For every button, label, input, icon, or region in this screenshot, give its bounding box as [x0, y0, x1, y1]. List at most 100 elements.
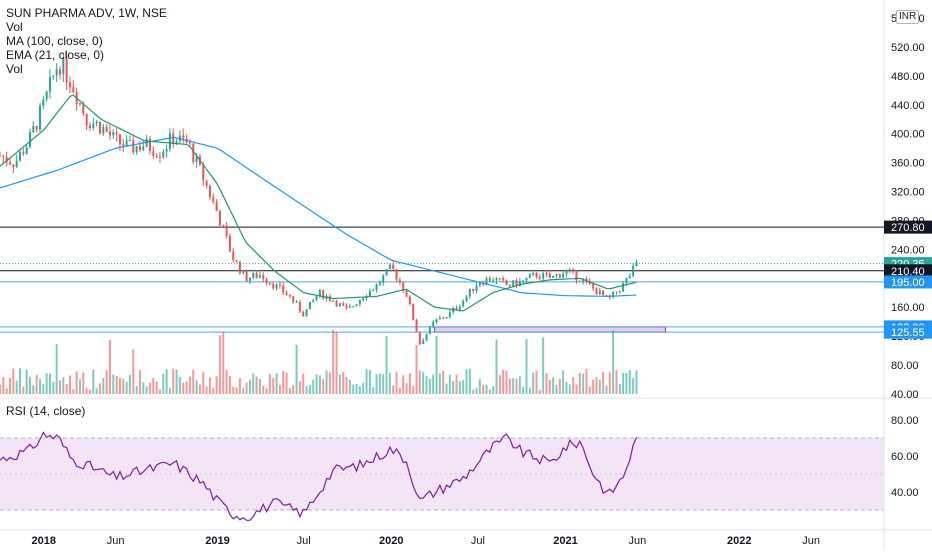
candle-body — [398, 279, 401, 283]
volume-bar — [88, 389, 91, 394]
volume-bar — [412, 386, 415, 394]
candle-body — [418, 332, 421, 345]
volume-bar — [165, 369, 168, 394]
volume-bar — [595, 377, 598, 394]
symbol-title[interactable]: SUN PHARMA ADV, 1W, NSE — [6, 6, 167, 20]
volume-bar — [32, 385, 35, 394]
candle-body — [435, 319, 438, 322]
volume-bar — [202, 372, 205, 394]
volume-bar — [55, 344, 58, 394]
volume-bar — [628, 370, 631, 394]
candle-body — [338, 303, 341, 307]
price-label-text: 125.55 — [891, 327, 925, 339]
time-tick-label: 2021 — [553, 535, 577, 547]
volume-bar — [138, 370, 141, 394]
candle-body — [205, 180, 208, 186]
candle-body — [358, 299, 361, 305]
candle-body — [375, 284, 378, 291]
volume-bar — [495, 339, 498, 394]
volume-bar — [52, 382, 55, 394]
candle-body — [122, 144, 125, 147]
volume-bar — [168, 388, 171, 394]
candle-body — [335, 300, 338, 307]
volume-bar — [228, 376, 231, 394]
volume-bar — [478, 379, 481, 394]
volume-bar — [185, 381, 188, 394]
volume-bar — [272, 377, 275, 394]
candle-body — [132, 140, 135, 153]
volume-bar — [475, 387, 478, 394]
candle-body — [282, 285, 285, 293]
candle-body — [315, 295, 318, 300]
volume-bar — [65, 384, 68, 394]
volume-bar — [532, 372, 535, 394]
candle-body — [348, 306, 351, 308]
candle-body — [88, 125, 91, 129]
volume-bar — [8, 377, 11, 394]
volume-bar — [242, 388, 245, 394]
volume-bar — [208, 377, 211, 394]
legend-ma[interactable]: MA (100, close, 0) — [6, 34, 103, 48]
candle-body — [562, 273, 565, 278]
candle-body — [258, 275, 261, 278]
volume-bar — [222, 331, 225, 394]
volume-bar — [238, 378, 241, 394]
candle-body — [612, 291, 615, 298]
volume-bar — [85, 388, 88, 394]
candle-body — [382, 275, 385, 283]
volume-bar — [275, 373, 278, 394]
volume-bar — [2, 377, 5, 394]
volume-bar — [552, 377, 555, 394]
volume-bar — [182, 382, 185, 394]
time-tick-label: 2020 — [379, 535, 403, 547]
volume-bar — [172, 368, 175, 394]
candle-body — [395, 269, 398, 280]
volume-bar — [508, 378, 511, 394]
candle-body — [12, 164, 15, 167]
candle-body — [322, 289, 325, 299]
candle-body — [462, 301, 465, 307]
ema-21-line — [0, 94, 637, 312]
volume-bar — [432, 374, 435, 394]
candle-body — [602, 290, 605, 296]
candle-body — [165, 149, 168, 152]
candle-body — [558, 274, 561, 278]
volume-bar — [618, 384, 621, 394]
volume-bar — [112, 374, 115, 394]
candle-body — [482, 283, 485, 285]
candle-body — [488, 278, 491, 282]
volume-bar — [128, 375, 131, 394]
legend-vol[interactable]: Vol — [6, 20, 23, 34]
candle-body — [425, 334, 428, 341]
candle-body — [208, 185, 211, 198]
volume-bar — [122, 378, 125, 394]
volume-bar — [175, 369, 178, 394]
volume-bar — [148, 382, 151, 394]
candle-body — [138, 146, 141, 151]
legend-vol-2[interactable]: Vol — [6, 62, 23, 76]
volume-bar — [505, 370, 508, 394]
legend-ema[interactable]: EMA (21, close, 0) — [6, 48, 105, 62]
volume-bar — [572, 377, 575, 394]
candle-body — [392, 264, 395, 270]
volume-bar — [245, 382, 248, 394]
volume-bar — [342, 372, 345, 394]
candle-body — [442, 317, 445, 319]
rsi-legend[interactable]: RSI (14, close) — [6, 404, 86, 418]
candle-body — [168, 133, 171, 150]
volume-bar — [365, 369, 368, 394]
volume-bar — [428, 378, 431, 394]
candle-body — [432, 321, 435, 327]
price-tick-label: 520.00 — [891, 42, 925, 54]
currency-badge[interactable]: INR — [896, 10, 920, 24]
candle-body — [255, 273, 258, 278]
volume-bar — [568, 384, 571, 394]
volume-bar — [548, 379, 551, 394]
volume-bar — [425, 375, 428, 394]
price-tick-label: 160.00 — [891, 302, 925, 314]
price-label-125-55 — [884, 325, 932, 339]
candle-body — [45, 91, 48, 100]
candle-body — [422, 340, 425, 345]
